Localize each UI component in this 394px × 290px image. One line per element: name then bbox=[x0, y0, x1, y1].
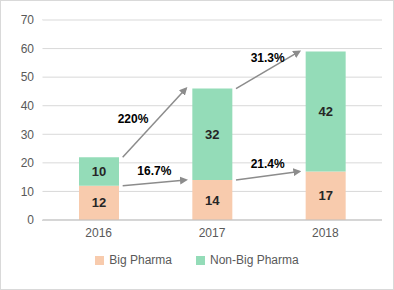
svg-text:14: 14 bbox=[205, 193, 220, 208]
svg-text:60: 60 bbox=[21, 42, 35, 56]
svg-text:0: 0 bbox=[27, 213, 34, 227]
html-text:Non-Big Pharma: Non-Big Pharma bbox=[210, 253, 299, 267]
svg-text:31.3%: 31.3% bbox=[251, 51, 285, 65]
svg-text:42: 42 bbox=[318, 104, 332, 119]
svg-text:2018: 2018 bbox=[312, 226, 339, 240]
svg-text:10: 10 bbox=[21, 185, 35, 199]
html-text:Big Pharma: Big Pharma bbox=[109, 253, 172, 267]
svg-text:21.4%: 21.4% bbox=[251, 157, 285, 171]
svg-text:70: 70 bbox=[21, 13, 35, 27]
svg-text:30: 30 bbox=[21, 128, 35, 142]
svg-text:220%: 220% bbox=[118, 112, 149, 126]
svg-text:16.7%: 16.7% bbox=[137, 164, 171, 178]
svg-text:50: 50 bbox=[21, 70, 35, 84]
svg-text:20: 20 bbox=[21, 156, 35, 170]
svg-text:2017: 2017 bbox=[199, 226, 226, 240]
svg-text:17: 17 bbox=[318, 188, 332, 203]
svg-text:32: 32 bbox=[205, 127, 219, 142]
svg-text:12: 12 bbox=[92, 195, 106, 210]
svg-text:10: 10 bbox=[92, 164, 106, 179]
svg-text:40: 40 bbox=[21, 99, 35, 113]
svg-text:2016: 2016 bbox=[85, 226, 112, 240]
